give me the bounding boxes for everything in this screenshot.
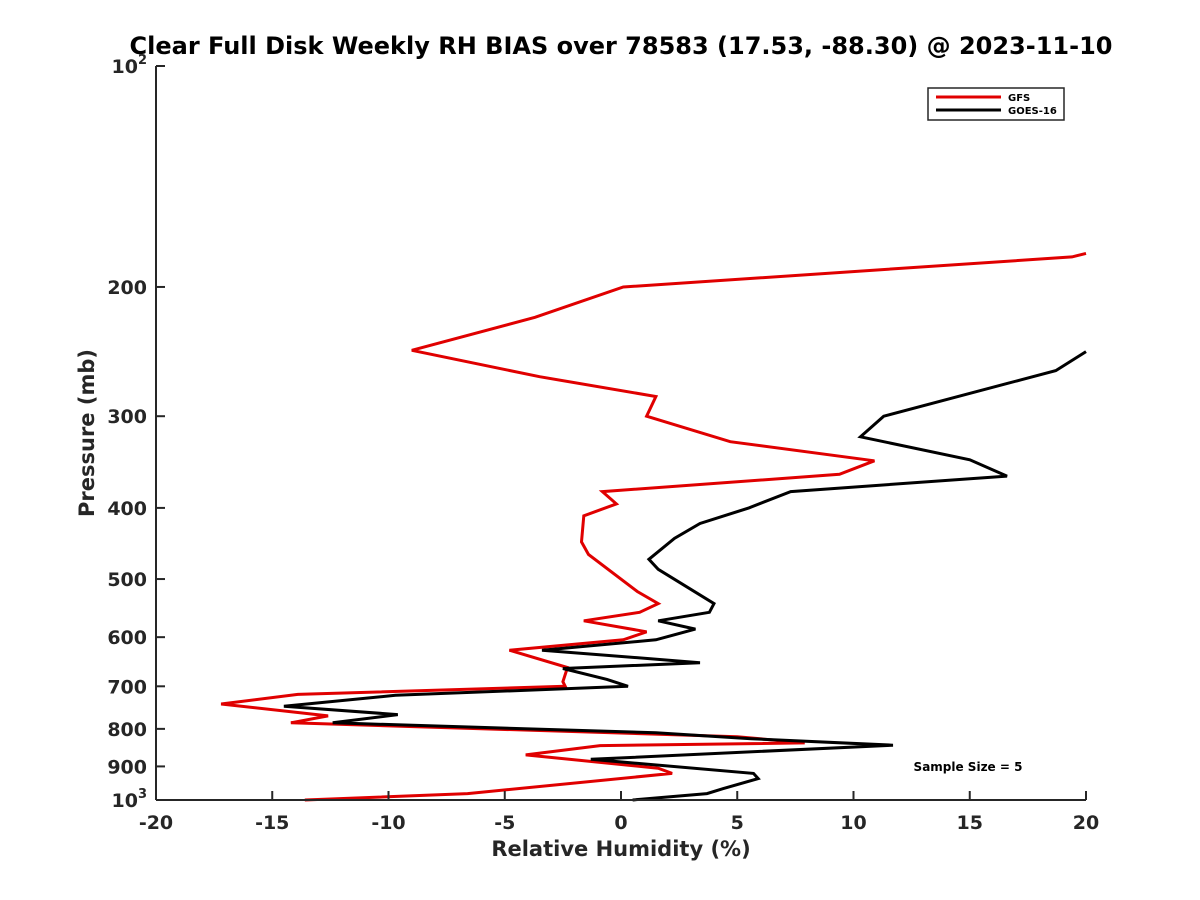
y-tick-label: 300 xyxy=(107,406,147,428)
x-tick-label: -10 xyxy=(371,812,405,834)
y-tick-label: 900 xyxy=(107,756,147,778)
chart-title: Clear Full Disk Weekly RH BIAS over 7858… xyxy=(130,32,1113,60)
legend-box xyxy=(927,87,1065,121)
y-axis-label: Pressure (mb) xyxy=(75,349,99,517)
legend: GFS GOES-16 xyxy=(927,87,1065,121)
plot-area: -20 -15 -10 -5 0 5 10 15 20102200300400500600700… xyxy=(107,53,1099,834)
x-tick-label: 5 xyxy=(731,812,744,834)
x-tick-label: -15 xyxy=(255,812,289,834)
x-tick-label: 0 xyxy=(614,812,627,834)
x-tick-label: -5 xyxy=(494,812,515,834)
legend-label-goes-16: GOES-16 xyxy=(1008,106,1057,117)
y-tick-exponent: 2 xyxy=(138,53,147,68)
sample-size-annotation: Sample Size = 5 xyxy=(914,760,1023,774)
x-tick-label: 10 xyxy=(840,812,866,834)
y-tick-label: 800 xyxy=(107,719,147,741)
series-group xyxy=(220,251,1087,802)
legend-label-gfs: GFS xyxy=(1008,93,1030,104)
x-tick-label: -20 xyxy=(139,812,173,834)
y-tick-label: 700 xyxy=(107,676,147,698)
ticks-group: -20 -15 -10 -5 0 5 10 15 20102200300400500600700… xyxy=(107,53,1099,834)
x-tick-label: 20 xyxy=(1073,812,1099,834)
x-tick-label: 15 xyxy=(957,812,983,834)
y-tick-exponent: 3 xyxy=(138,787,147,802)
series-line-goes-16 xyxy=(283,350,1087,802)
y-tick-label: 400 xyxy=(107,498,147,520)
y-tick-label: 600 xyxy=(107,627,147,649)
y-tick-label: 200 xyxy=(107,277,147,299)
y-tick-label: 500 xyxy=(107,569,147,591)
x-axis-label: Relative Humidity (%) xyxy=(491,837,750,861)
